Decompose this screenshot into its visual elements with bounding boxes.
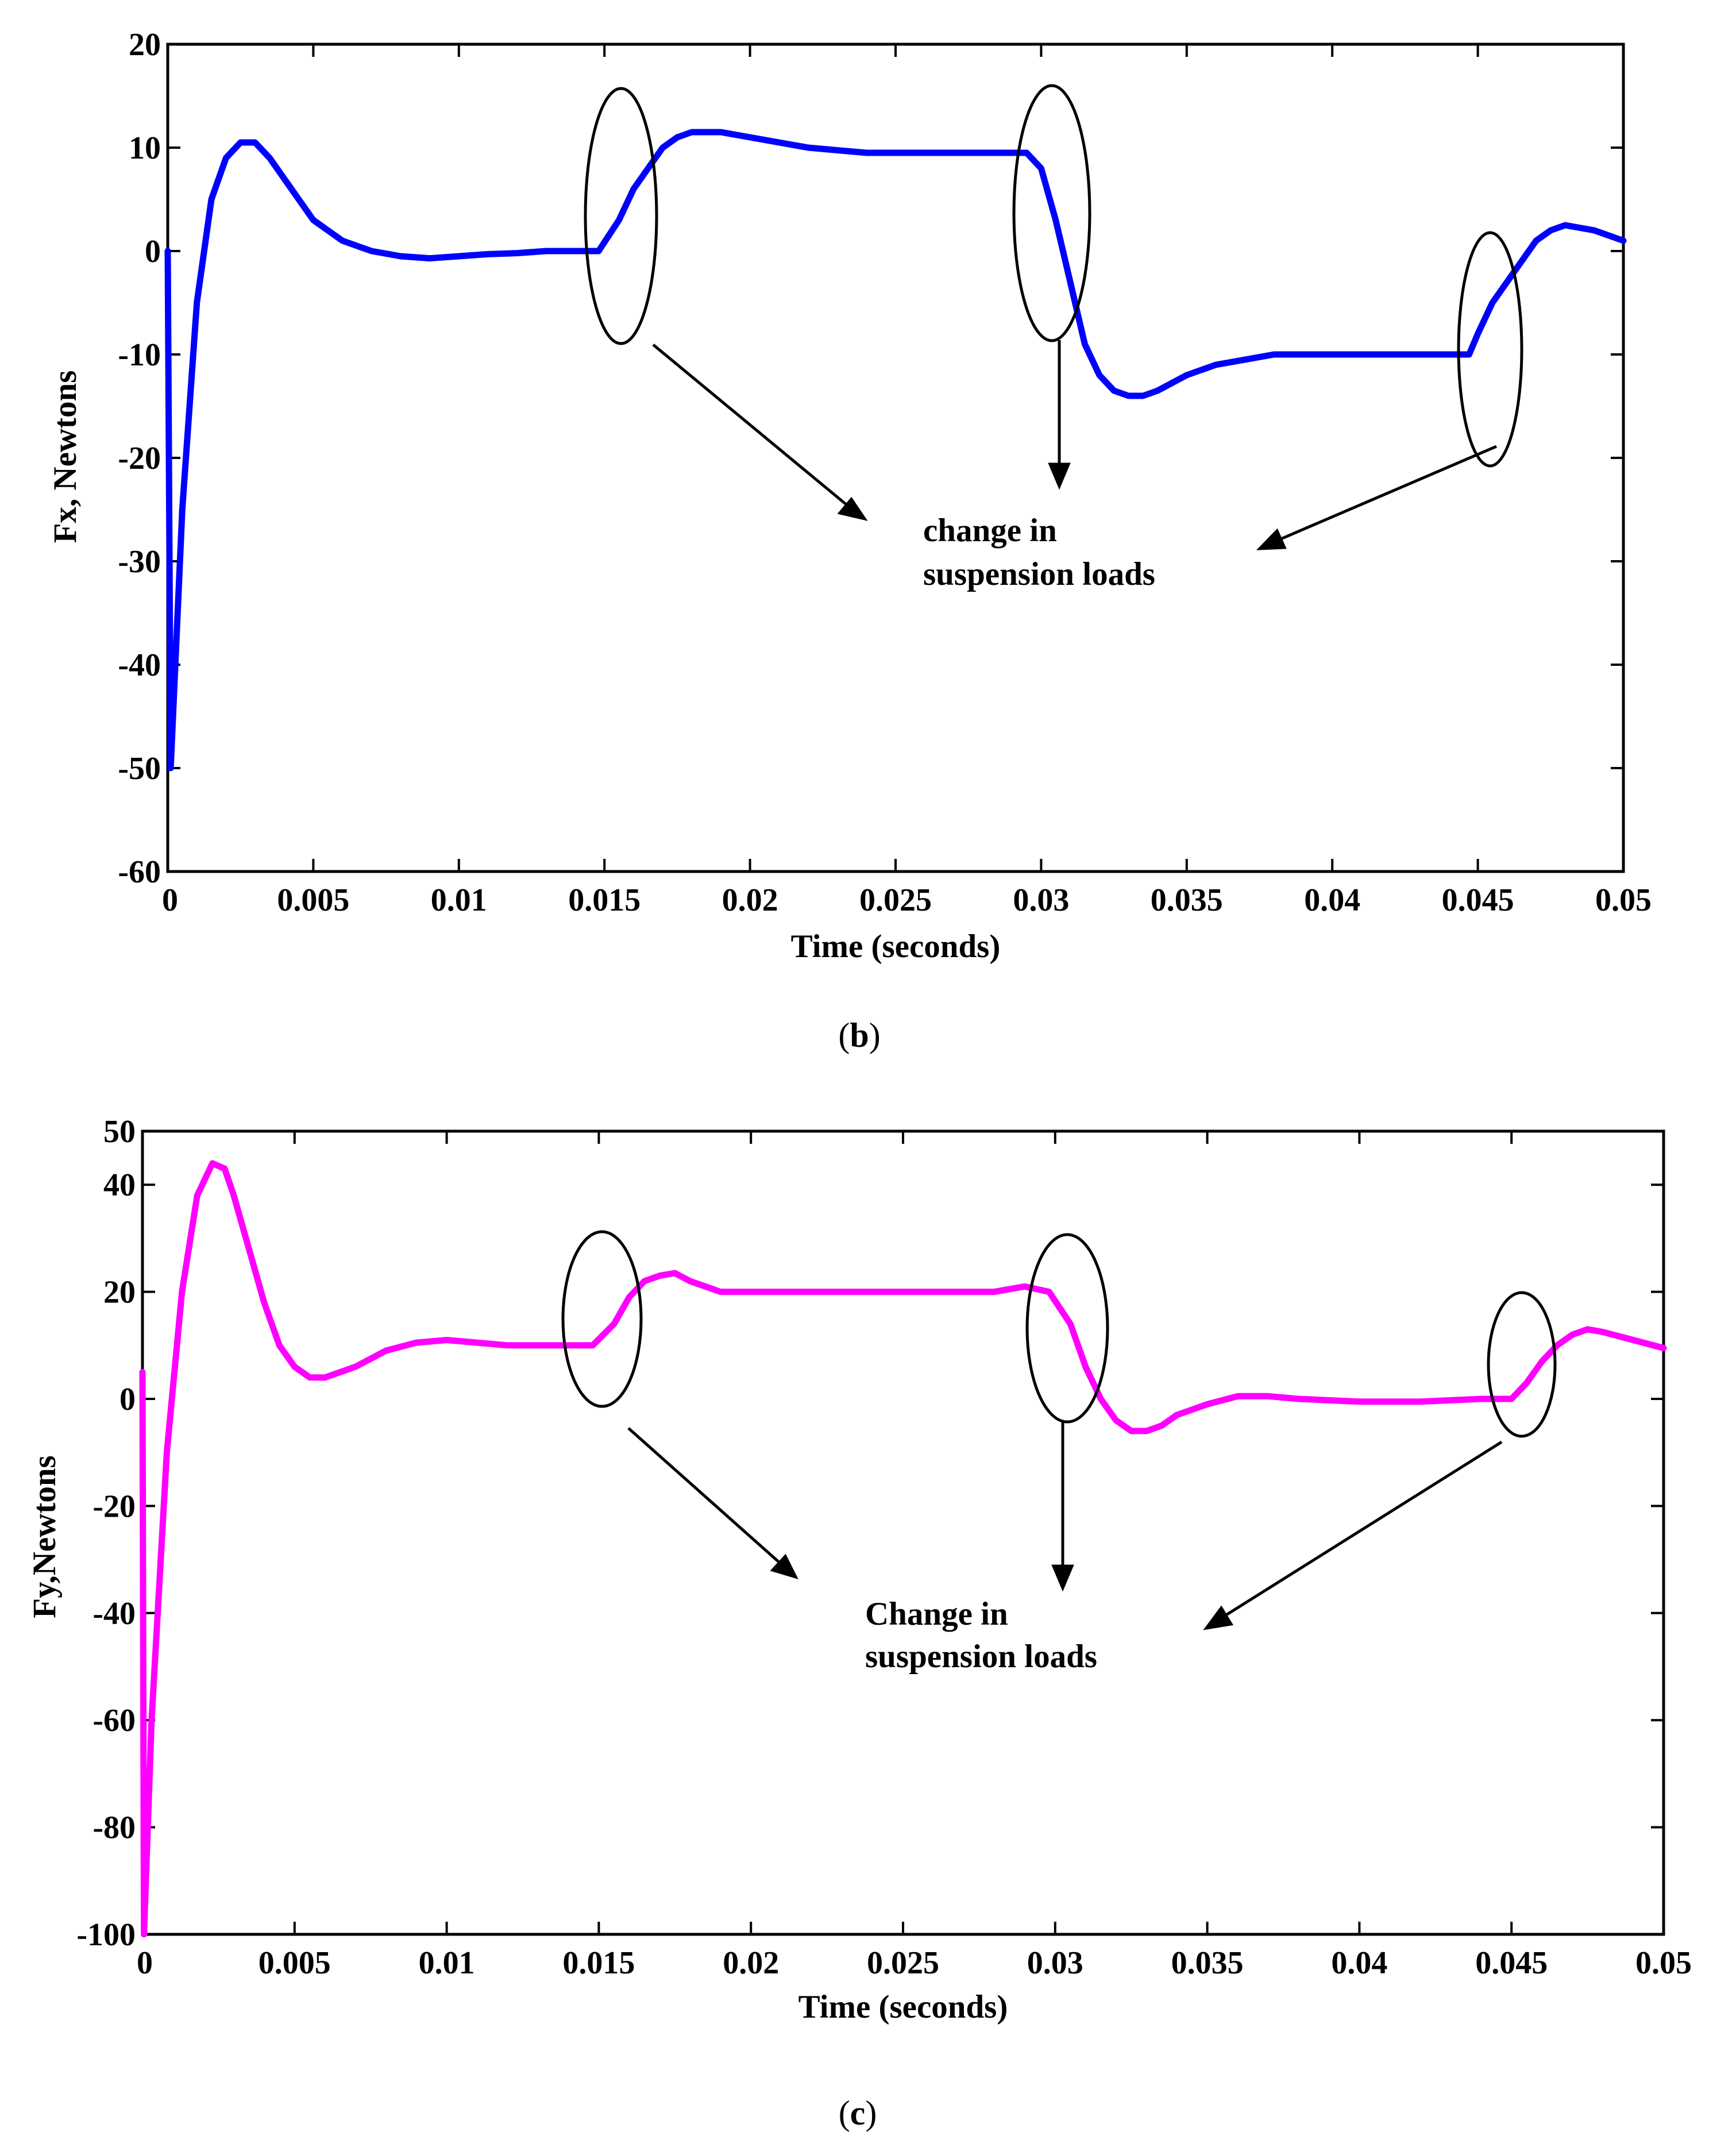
arrowhead-b-2 [1048,462,1071,490]
x-tick-label: 0.04 [1331,1945,1387,1981]
x-tick-label: 0.045 [1475,1945,1548,1981]
x-tick-labels-c: 0 0.005 0.01 0.015 0.02 0.025 0.03 0.035 0.04 0.0… [137,1945,1692,1981]
x-tick-label: 0.02 [722,882,778,918]
y-axis-label-c: Fy,Newtons [26,1455,63,1618]
x-tick-label: 0.02 [723,1945,779,1981]
y-tick-label: -60 [118,854,161,890]
x-tick-label: 0.035 [1171,1945,1244,1981]
x-tick-label: 0 [162,882,178,918]
y-tick-label: 40 [103,1167,136,1203]
x-tick-labels-b: 0 0.005 0.01 0.015 0.02 0.025 0.03 0.035 0.04 0.0… [162,882,1652,918]
y-tick-label: 50 [103,1114,136,1150]
x-tick-label: 0.05 [1595,882,1652,918]
arrowhead-c-1 [770,1553,798,1580]
caption-c-letter: c [850,2094,866,2132]
ticks-b [167,43,1625,873]
highlight-ellipse-c-2 [1025,1233,1109,1424]
x-tick-label: 0.01 [431,882,487,918]
x-axis-label-b: Time (seconds) [791,928,1001,965]
series-line-fy [139,1160,1667,1938]
x-tick-label: 0 [137,1945,153,1981]
caption-c-open: ( [839,2094,850,2132]
y-tick-label: 20 [129,27,161,63]
x-tick-label: 0.025 [867,1945,939,1981]
x-tick-label: 0.015 [568,882,641,918]
highlight-ellipse-c-1 [561,1230,643,1408]
highlight-ellipses-c [561,1230,1557,1438]
x-tick-label: 0.015 [562,1945,635,1981]
x-tick-label: 0.005 [277,882,349,918]
y-tick-label: -50 [118,751,161,786]
y-tick-label: -60 [92,1703,136,1738]
highlight-ellipses-b [584,84,1523,468]
arrowhead-b-3 [1256,528,1287,550]
arrowhead-c-2 [1051,1564,1074,1592]
x-tick-label: 0.03 [1013,882,1069,918]
y-tick-label: -10 [118,337,161,373]
caption-b-close: ) [869,1016,881,1054]
plot-frame-c [141,1129,1665,1936]
y-tick-labels-b: -60 -50 -40 -30 -20 -10 0 10 20 [118,27,161,890]
caption-b-open: ( [838,1016,850,1054]
arrowhead-b-1 [837,496,868,521]
caption-c: (c) [839,2094,877,2132]
chart-c: 0 0.005 0.01 0.015 0.02 0.025 0.03 0.035 0.04 0.0… [26,1114,1692,2132]
highlight-ellipse-b-2 [1012,84,1091,342]
y-tick-label: -30 [118,544,161,580]
x-tick-label: 0.04 [1304,882,1360,918]
arrow-b-1 [652,344,847,506]
annotation-c-line2: suspension loads [865,1638,1097,1675]
y-tick-label: -40 [92,1596,136,1632]
annotation-c-line1: Change in [865,1596,1008,1632]
arrow-c-1 [627,1427,781,1564]
highlight-ellipse-b-1 [584,87,658,345]
y-axis-label-b: Fx, Newtons [47,371,83,543]
caption-c-close: ) [865,2094,877,2132]
x-axis-label-c: Time (seconds) [798,1989,1008,2025]
arrows-c [627,1422,1503,1630]
caption-b-letter: b [850,1016,869,1054]
x-tick-label: 0.035 [1151,882,1223,918]
y-tick-label: 0 [145,234,161,269]
x-tick-label: 0.03 [1027,1945,1083,1981]
y-tick-label: -40 [118,647,161,683]
plot-frame-b [166,43,1625,873]
annotation-b-line1: change in [923,512,1057,549]
x-tick-label: 0.05 [1635,1945,1692,1981]
highlight-ellipse-c-3 [1487,1291,1557,1438]
y-tick-label: -20 [92,1489,136,1524]
annotation-b-line2: suspension loads [923,556,1155,592]
arrow-c-3 [1224,1440,1503,1617]
arrowhead-c-3 [1203,1605,1234,1630]
caption-b: (b) [838,1016,880,1054]
series-line-fx [164,129,1627,772]
y-tick-label: -80 [92,1810,136,1846]
highlight-ellipse-b-3 [1457,231,1523,468]
x-tick-label: 0.045 [1442,882,1514,918]
chart-b: 0 0.005 0.01 0.015 0.02 0.025 0.03 0.035 0.04 0.0… [47,27,1652,1054]
y-tick-label: -100 [76,1917,136,1953]
y-tick-label: 0 [119,1382,136,1417]
y-tick-labels-c: -100 -80 -60 -40 -20 0 20 40 50 [76,1114,136,1953]
y-tick-label: 10 [129,130,161,166]
x-tick-label: 0.005 [259,1945,331,1981]
y-tick-label: -20 [118,441,161,476]
ticks-c [141,1130,1665,1935]
y-tick-label: 20 [103,1275,136,1310]
arrows-b [652,340,1497,550]
arrow-b-3 [1280,445,1497,541]
x-tick-label: 0.025 [859,882,932,918]
x-tick-label: 0.01 [419,1945,475,1981]
